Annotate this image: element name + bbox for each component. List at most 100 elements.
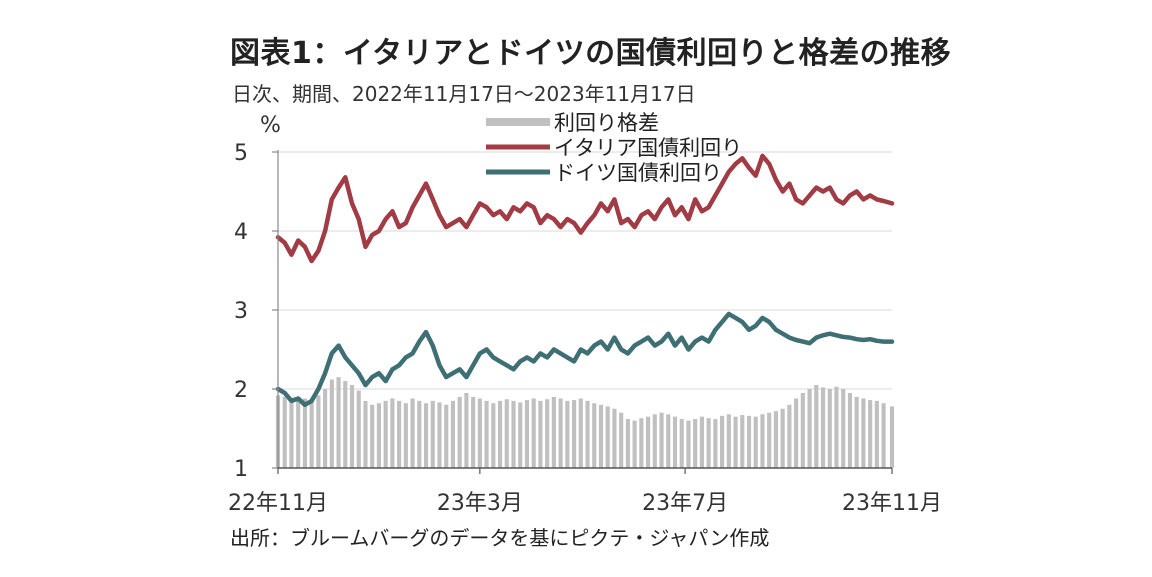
legend-item-germany-label: ドイツ国債利回り [554,161,722,185]
spread-bar [740,415,745,468]
spread-bar [881,403,886,468]
spread-bar [497,400,503,468]
y-tick-label: 4 [234,220,248,245]
legend-item-spread-label: 利回り格差 [554,111,659,135]
spread-bar [376,403,382,468]
spread-bar [457,396,462,468]
spread-bar [323,389,328,468]
spread-bar [296,396,301,468]
spread-bar [282,396,287,468]
spread-bar [814,385,819,468]
spread-bar [289,400,294,468]
spread-bar [471,396,476,468]
spread-bar [834,386,839,468]
spread-bar [336,377,341,468]
spread-bar [592,403,597,468]
spread-bar [746,415,752,468]
germany-yield-line [275,311,895,408]
spread-bar [504,399,509,468]
spread-bar [619,412,624,468]
spread-bar [423,403,429,468]
spread-bar [753,416,758,468]
spread-bar [874,400,879,468]
spread-bar [551,396,556,468]
spread-bar [854,396,859,468]
spread-bar [652,414,657,468]
spread-bar [437,402,442,468]
spread-bar [672,416,678,468]
y-tick-label: 5 [234,141,248,166]
spread-bar [625,419,630,468]
spread-bar [383,400,388,468]
axes: 1 2 3 4 5% 22年11月 23年3月 23年7月 23年11月 [228,113,942,516]
spread-bar [397,400,402,468]
y-tick-label: 1 [234,457,248,482]
spread-bar [605,406,610,468]
spread-bar [484,400,489,468]
spread-bar [558,398,563,468]
spread-bar [430,400,435,468]
x-tick-label: 23年11月 [842,491,942,516]
spread-bar [807,389,812,468]
spread-bar [329,379,334,468]
y-tick-label: 2 [234,378,248,403]
spread-bar [518,402,523,468]
spread-bar [787,404,792,468]
spread-bar [571,400,577,468]
spread-bar [632,420,637,468]
spread-bar [726,414,731,468]
spread-bar [713,419,718,468]
spread-bar [370,404,375,468]
spread-bar [666,414,671,468]
spread-bar [646,416,651,468]
spread-bar [343,381,348,468]
spread-bar [444,404,449,468]
y-unit-label: % [260,113,281,138]
spread-bar [511,400,516,468]
spread-bar [363,400,368,468]
spread-bar [450,400,456,468]
gridlines [278,151,892,390]
spread-bar [841,389,846,468]
spread-bar [773,411,778,468]
spread-bar [794,398,799,468]
spread-bar [417,400,422,468]
spread-bar [780,408,785,468]
spread-bar [889,406,895,468]
spread-bar [720,415,725,468]
spread-bar [464,392,469,468]
legend-item-italy-label: イタリア国債利回り [554,136,742,160]
spread-bar [706,418,711,468]
spread-bar [659,412,664,468]
spread-bar [686,420,691,468]
spread-bar [847,392,853,468]
spread-bar [827,389,832,468]
spread-bar [356,390,361,468]
spread-bar [679,419,684,468]
spread-bar [820,387,826,468]
spread-bar [545,399,550,468]
spread-bar [868,400,873,468]
source-note: 出所：ブルームバーグのデータを基にピクテ・ジャパン作成 [230,526,770,550]
x-tick-label: 23年7月 [642,491,728,516]
spread-bar [693,419,698,468]
spread-bar [491,403,496,468]
spread-bar [531,398,536,468]
spread-bar [639,418,644,468]
page-title: 図表1：イタリアとドイツの国債利回りと格差の推移 [230,36,952,71]
y-tick-label: 3 [234,299,248,324]
x-tick-label: 23年3月 [437,491,523,516]
spread-bar [612,408,617,468]
spread-bar [585,400,590,468]
spread-bar [538,400,543,468]
spread-bar [403,403,408,468]
yield-lines [275,153,895,408]
spread-bar [524,400,530,468]
spread-bar [410,398,415,468]
spread-bar [477,398,482,468]
spread-bar [760,414,765,468]
spread-bar [302,398,307,468]
italy-yield-line [275,153,895,264]
